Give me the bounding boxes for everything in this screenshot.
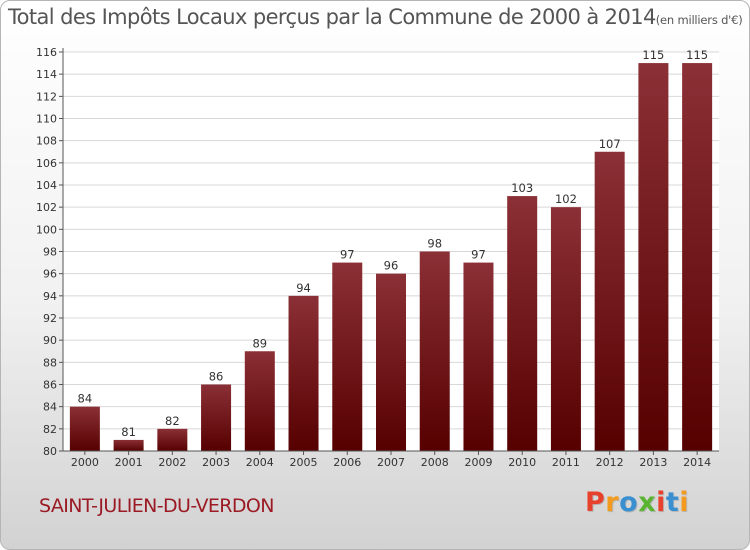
- x-tick-label: 2012: [596, 456, 624, 469]
- logo-letter: x: [638, 487, 657, 518]
- bar-value-label: 98: [427, 237, 442, 251]
- x-tick-label: 2001: [115, 456, 143, 469]
- y-tick-label: 80: [43, 445, 57, 458]
- y-tick-label: 86: [43, 379, 57, 392]
- logo-letter: i: [656, 487, 666, 518]
- x-tick-label: 2003: [202, 456, 230, 469]
- y-tick-label: 104: [36, 179, 57, 192]
- bars: 84 81 82 86 89 94 97 96 98 97 103 102 107 115 115: [69, 48, 713, 451]
- logo-letter: o: [619, 487, 639, 518]
- bar: [419, 251, 450, 451]
- bar-value-label: 82: [165, 414, 180, 428]
- chart-title: Total des Impôts Locaux perçus par la Co…: [8, 5, 743, 29]
- bar: [69, 406, 100, 451]
- bar: [638, 63, 669, 451]
- bar: [376, 273, 406, 451]
- bar-value-label: 97: [471, 248, 486, 262]
- axes: 80 82 84 86 88 90 92 94 96 98 100 102 104 106 108 110 11…: [36, 46, 719, 469]
- bar: [201, 384, 232, 451]
- bar-value-label: 96: [384, 259, 399, 273]
- x-tick-label: 2004: [246, 456, 274, 469]
- chart-title-main: Total des Impôts Locaux perçus par la Co…: [8, 5, 656, 29]
- logo-letter: r: [605, 487, 620, 518]
- bar-value-label: 103: [511, 181, 533, 195]
- x-tick-label: 2000: [71, 456, 99, 469]
- bar-value-label: 81: [121, 425, 136, 439]
- bar: [288, 295, 319, 451]
- bar: [507, 196, 538, 451]
- y-tick-label: 94: [43, 290, 57, 303]
- y-tick-label: 88: [43, 356, 57, 369]
- bar: [463, 262, 494, 451]
- bar-value-label: 86: [209, 370, 224, 384]
- x-tick-label: 2010: [508, 456, 536, 469]
- y-tick-label: 82: [43, 423, 57, 436]
- bar-value-label: 97: [340, 248, 355, 262]
- commune-name: SAINT-JULIEN-DU-VERDON: [39, 495, 274, 517]
- chart-title-unit: (en milliers d'€): [655, 13, 743, 27]
- bar-value-label: 84: [78, 392, 93, 406]
- x-tick-label: 2013: [639, 456, 667, 469]
- bar-value-label: 115: [686, 48, 708, 62]
- logo-letter: P: [585, 487, 606, 518]
- bar: [682, 63, 713, 451]
- x-tick-label: 2006: [333, 456, 361, 469]
- y-tick-label: 92: [43, 312, 57, 325]
- bar: [550, 207, 581, 451]
- proxiti-logo: Proxiti: [585, 487, 689, 518]
- x-tick-label: 2002: [158, 456, 186, 469]
- y-tick-label: 96: [43, 268, 57, 281]
- x-tick-label: 2009: [464, 456, 492, 469]
- x-tick-label: 2011: [552, 456, 580, 469]
- y-tick-label: 116: [36, 46, 57, 59]
- y-tick-label: 114: [36, 68, 57, 81]
- bar: [157, 428, 188, 451]
- bar-value-label: 94: [296, 281, 311, 295]
- y-tick-label: 90: [43, 334, 57, 347]
- y-tick-label: 100: [36, 223, 57, 236]
- y-tick-label: 84: [43, 401, 57, 414]
- x-tick-label: 2005: [290, 456, 318, 469]
- bar-value-label: 102: [555, 192, 577, 206]
- bar-value-label: 115: [642, 48, 664, 62]
- y-tick-label: 102: [36, 201, 57, 214]
- bar-value-label: 89: [252, 336, 267, 350]
- logo-letter: t: [665, 487, 680, 518]
- y-tick-label: 98: [43, 246, 57, 259]
- bar: [244, 351, 275, 451]
- y-tick-label: 110: [36, 113, 57, 126]
- bar: [594, 151, 625, 451]
- x-tick-label: 2008: [421, 456, 449, 469]
- y-tick-label: 106: [36, 157, 57, 170]
- bar: [113, 439, 144, 451]
- x-tick-label: 2014: [683, 456, 711, 469]
- bar: [332, 262, 363, 451]
- logo-letter: i: [679, 487, 690, 518]
- bar-value-label: 107: [599, 137, 621, 151]
- x-tick-label: 2007: [377, 456, 405, 469]
- y-tick-label: 108: [36, 135, 57, 148]
- y-tick-label: 112: [36, 90, 57, 103]
